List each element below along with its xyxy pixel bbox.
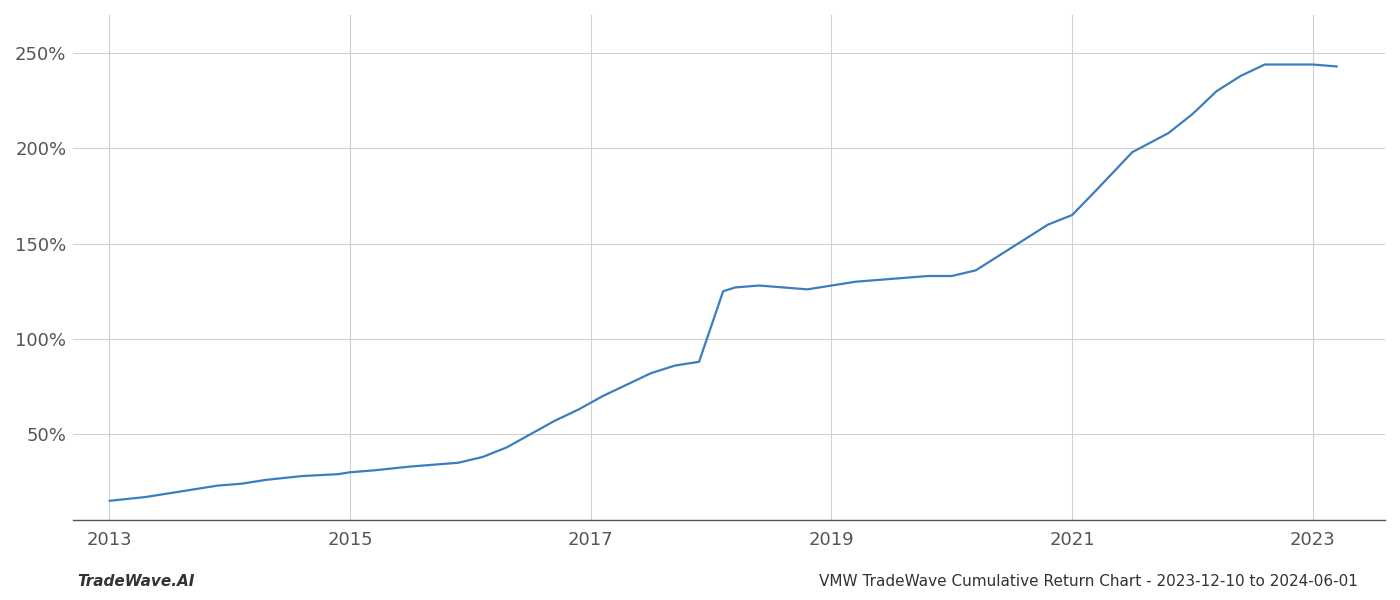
Text: VMW TradeWave Cumulative Return Chart - 2023-12-10 to 2024-06-01: VMW TradeWave Cumulative Return Chart - … <box>819 574 1358 589</box>
Text: TradeWave.AI: TradeWave.AI <box>77 574 195 589</box>
